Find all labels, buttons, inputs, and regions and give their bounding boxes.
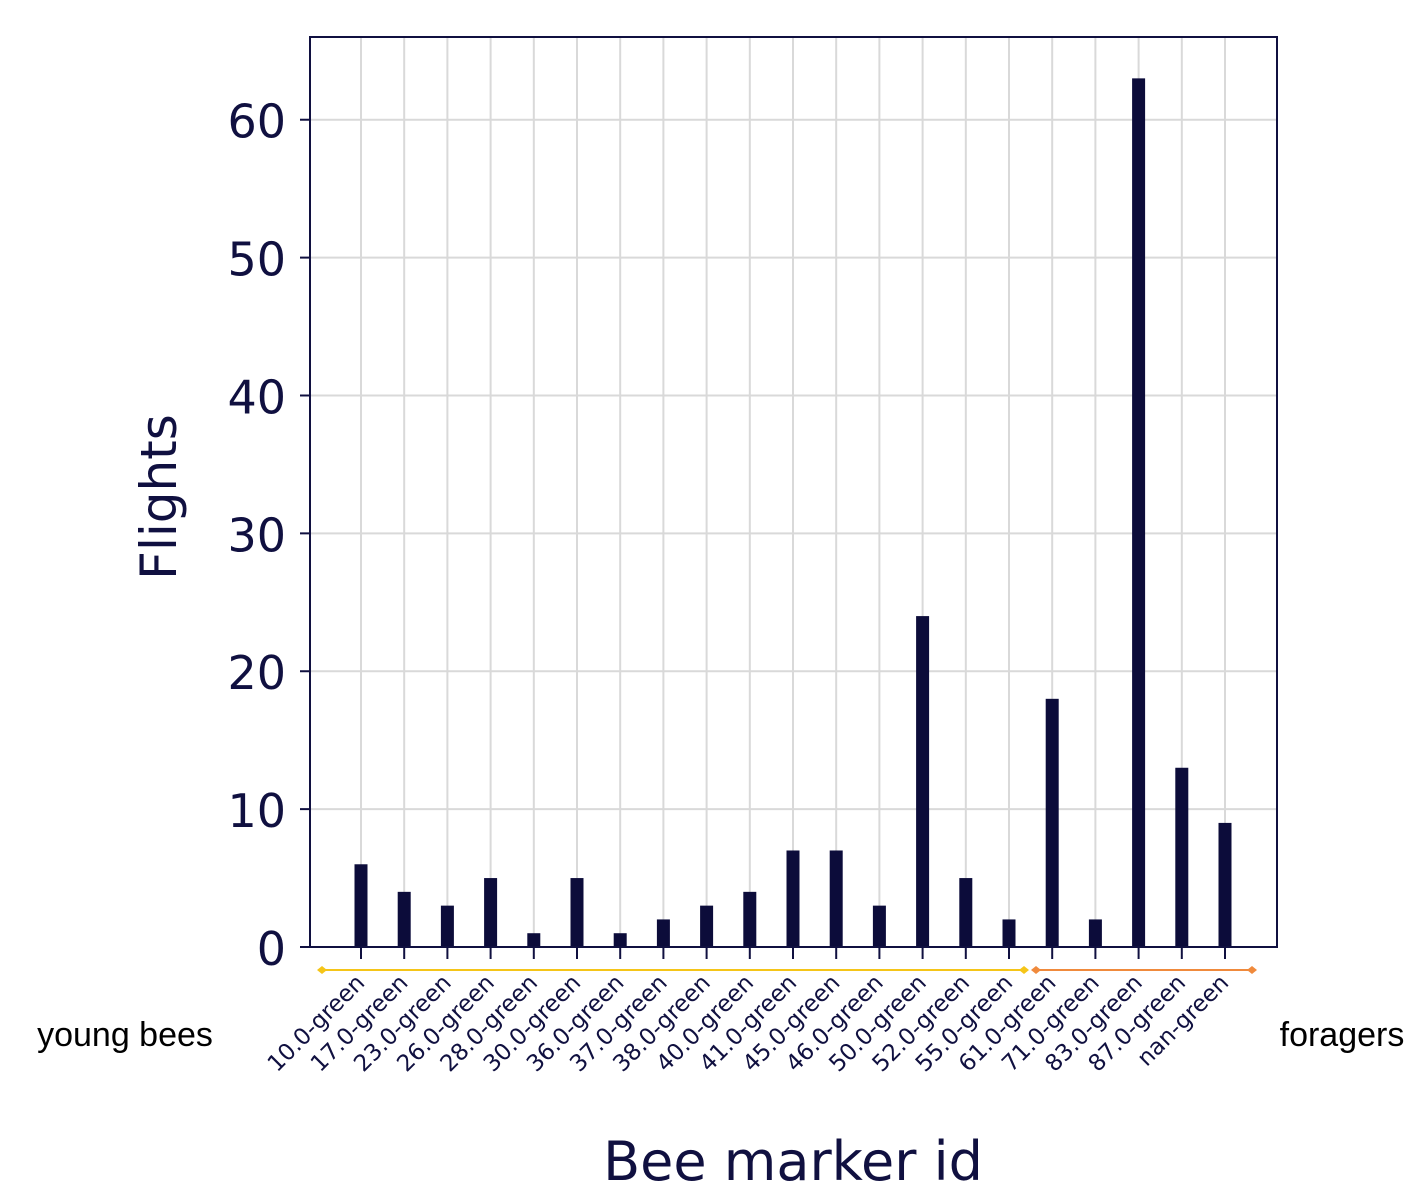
y-tick-label: 60	[227, 95, 286, 149]
y-tick-label: 50	[227, 233, 286, 287]
group-bracket-end	[1247, 966, 1257, 974]
bar	[527, 933, 541, 947]
y-axis-title: Flights	[130, 414, 188, 580]
bar	[484, 878, 498, 947]
bar	[829, 850, 843, 947]
bar	[354, 864, 368, 947]
y-tick-label: 10	[227, 784, 286, 838]
group-label: young bees	[37, 1016, 213, 1054]
bar	[613, 933, 627, 947]
bar	[656, 919, 670, 947]
bar	[1045, 698, 1059, 947]
bar	[1002, 919, 1016, 947]
group-label: foragers	[1280, 1016, 1405, 1054]
group-bracket-start	[317, 966, 327, 974]
bar	[1218, 822, 1232, 947]
group-bracket-end	[1019, 966, 1029, 974]
bar	[786, 850, 800, 947]
grid-lines	[310, 37, 1277, 947]
bar	[872, 905, 886, 947]
group-bracket-start	[1031, 966, 1041, 974]
y-tick-label: 40	[227, 370, 286, 424]
bars	[354, 78, 1232, 947]
x-axis-title: Bee marker id	[603, 1130, 983, 1190]
bar	[570, 878, 584, 947]
bar	[959, 878, 973, 947]
bar	[440, 905, 454, 947]
y-tick-label: 0	[257, 922, 286, 976]
y-axis-ticks: 0 10 20 30 40 50 60	[227, 95, 310, 976]
y-tick-label: 20	[227, 646, 286, 700]
x-axis-ticks: 10.0-green17.0-green23.0-green26.0-green…	[263, 947, 1234, 1077]
bar	[1132, 78, 1146, 947]
bar	[1175, 767, 1189, 947]
group-brackets: young bees foragers	[37, 966, 1404, 1054]
bar	[397, 891, 411, 947]
bar	[743, 891, 757, 947]
bar	[1088, 919, 1102, 947]
bar	[700, 905, 714, 947]
y-tick-label: 30	[227, 508, 286, 562]
bar	[916, 616, 930, 947]
